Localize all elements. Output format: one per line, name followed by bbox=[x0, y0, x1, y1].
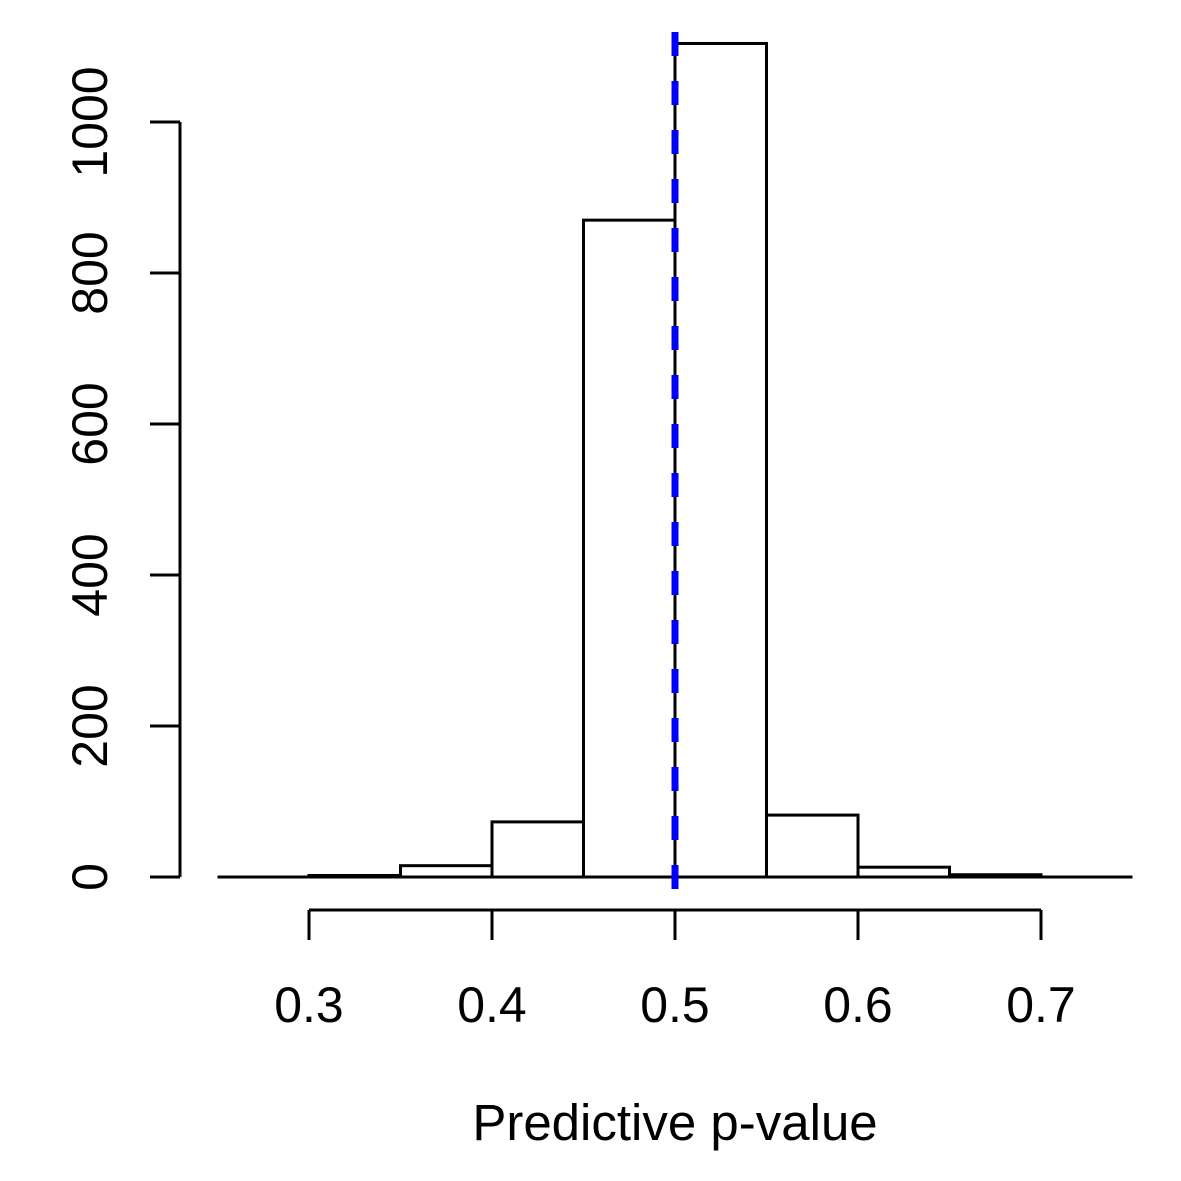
histogram-bar bbox=[673, 41, 768, 879]
y-tick-label: 600 bbox=[62, 382, 118, 465]
histogram-bar bbox=[856, 865, 951, 879]
x-tick-label: 0.3 bbox=[274, 977, 344, 1033]
y-tick-label: 400 bbox=[62, 533, 118, 616]
bars-layer bbox=[217, 41, 1133, 879]
histogram-bar bbox=[765, 813, 860, 879]
x-tick-label: 0.4 bbox=[457, 977, 527, 1033]
y-tick-label: 1000 bbox=[62, 66, 118, 177]
y-tick-label: 0 bbox=[62, 863, 118, 891]
histogram-bar bbox=[582, 218, 677, 879]
x-axis-title: Predictive p-value bbox=[472, 1094, 877, 1151]
x-tick-label: 0.5 bbox=[640, 977, 710, 1033]
x-tick-label: 0.7 bbox=[1006, 977, 1076, 1033]
histogram-bar bbox=[399, 864, 494, 879]
histogram-bar bbox=[307, 873, 402, 879]
y-tick-label: 800 bbox=[62, 231, 118, 314]
y-tick-label: 200 bbox=[62, 684, 118, 767]
histogram-bar bbox=[490, 820, 585, 879]
axes-layer: 0 200 400 600 800 1000 0.3 0.4 0.5 0.6 0.7 bbox=[62, 66, 1076, 1033]
histogram-bar bbox=[948, 873, 1043, 879]
x-tick-label: 0.6 bbox=[823, 977, 893, 1033]
